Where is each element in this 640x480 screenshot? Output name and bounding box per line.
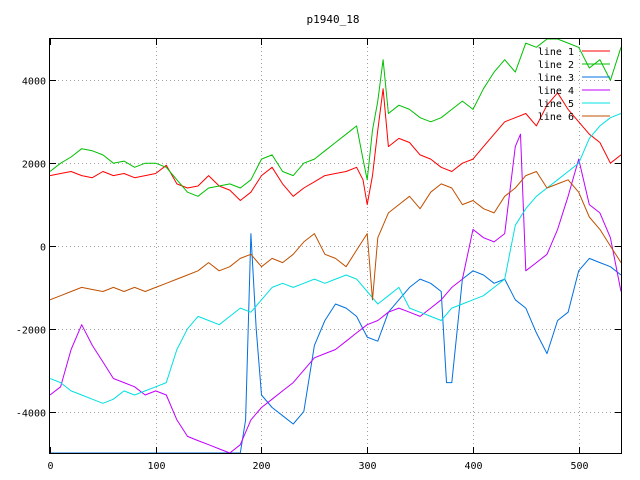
legend-label: line 2 (538, 60, 574, 71)
legend-label: line 5 (538, 99, 574, 110)
y-tick-label: 4000 (22, 77, 46, 88)
x-tick-label: 500 (570, 461, 588, 472)
series-line-1 (50, 88, 621, 206)
x-tick-label: 300 (358, 461, 376, 472)
series-group (50, 39, 621, 453)
y-tick-label: 0 (40, 243, 46, 254)
series-line-4 (50, 133, 621, 453)
x-tick-label: 200 (252, 461, 270, 472)
y-tick-label: -2000 (16, 326, 46, 337)
legend-label: line 4 (538, 86, 574, 97)
series-line-5 (50, 113, 621, 404)
plot-frame (49, 38, 622, 454)
chart-title: p1940_18 (307, 13, 360, 26)
y-tick-label: -4000 (16, 409, 46, 420)
series-line-6 (50, 171, 621, 301)
axis-ticks: 0 100 200 300 400 500 -4000 -2000 0 2000 4000 (16, 39, 621, 472)
y-tick-label: 2000 (22, 160, 46, 171)
x-tick-label: 400 (464, 461, 482, 472)
x-tick-label: 100 (147, 461, 165, 472)
series-line-2 (50, 39, 621, 197)
legend-label: line 3 (538, 73, 574, 84)
legend-label: line 1 (538, 47, 574, 58)
series-line-3 (50, 233, 621, 453)
grid (50, 39, 621, 453)
legend-label: line 6 (538, 112, 574, 123)
legend: line 1 line 2 line 3 line 4 line 5 line 6 (538, 47, 610, 123)
x-tick-label: 0 (47, 461, 53, 472)
